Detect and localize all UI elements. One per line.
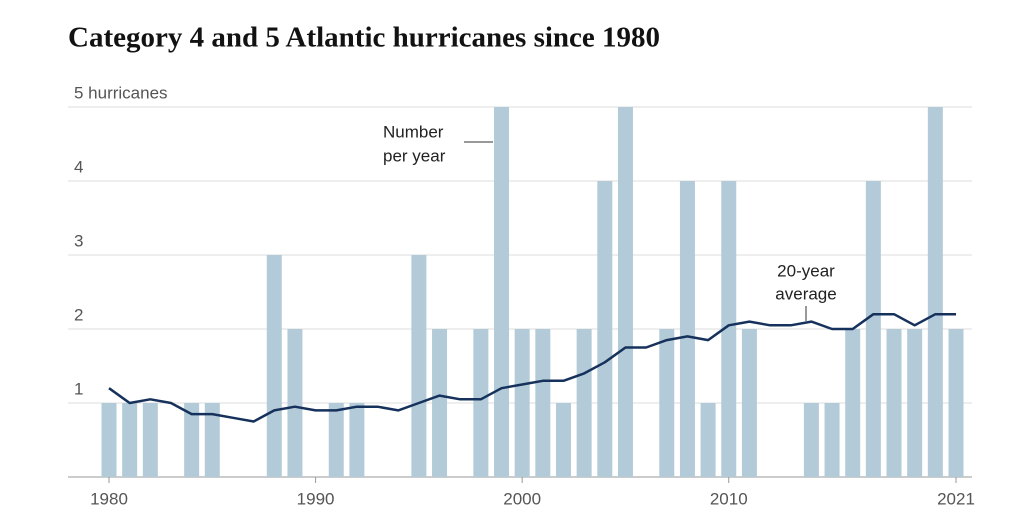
bar xyxy=(824,403,840,477)
y-tick-label: 3 xyxy=(74,231,83,250)
bar xyxy=(597,181,613,477)
average-line xyxy=(108,312,956,423)
x-tick-label: 2010 xyxy=(710,489,748,508)
bar xyxy=(122,403,138,477)
bar xyxy=(432,329,448,477)
bar xyxy=(576,329,592,477)
bar xyxy=(142,403,158,477)
bar xyxy=(741,329,757,477)
x-tick-label: 1980 xyxy=(90,489,128,508)
bar xyxy=(555,403,571,477)
bar xyxy=(514,329,530,477)
bar xyxy=(700,403,716,477)
bar xyxy=(679,181,695,477)
bar xyxy=(845,329,861,477)
annotation: 20-year xyxy=(777,261,835,280)
bar xyxy=(886,329,902,477)
x-tick-label: 2021 xyxy=(937,489,975,508)
bar xyxy=(411,255,427,477)
bar xyxy=(266,255,282,477)
bar xyxy=(927,107,943,477)
bar xyxy=(948,329,964,477)
x-tick-label: 2000 xyxy=(503,489,541,508)
bar xyxy=(494,107,510,477)
bar xyxy=(101,403,117,477)
bar xyxy=(865,181,881,477)
y-tick-label: 2 xyxy=(74,305,83,324)
bar xyxy=(907,329,923,477)
y-tick-label: 1 xyxy=(74,379,83,398)
bar xyxy=(535,329,551,477)
annotation: average xyxy=(775,284,836,303)
x-tick-label: 1990 xyxy=(297,489,335,508)
bar xyxy=(204,403,220,477)
y-tick-label: 4 xyxy=(74,157,83,176)
bar xyxy=(617,107,633,477)
annotation: per year xyxy=(383,146,446,165)
bar xyxy=(659,329,675,477)
annotation: Number xyxy=(383,122,444,141)
bar xyxy=(349,403,365,477)
bar xyxy=(721,181,737,477)
bar xyxy=(803,403,819,477)
chart-title: Category 4 and 5 Atlantic hurricanes sin… xyxy=(68,22,660,54)
bar xyxy=(184,403,200,477)
y-tick-label: 5 hurricanes xyxy=(74,83,168,102)
bar xyxy=(473,329,489,477)
bar xyxy=(328,403,344,477)
bar xyxy=(287,329,303,477)
